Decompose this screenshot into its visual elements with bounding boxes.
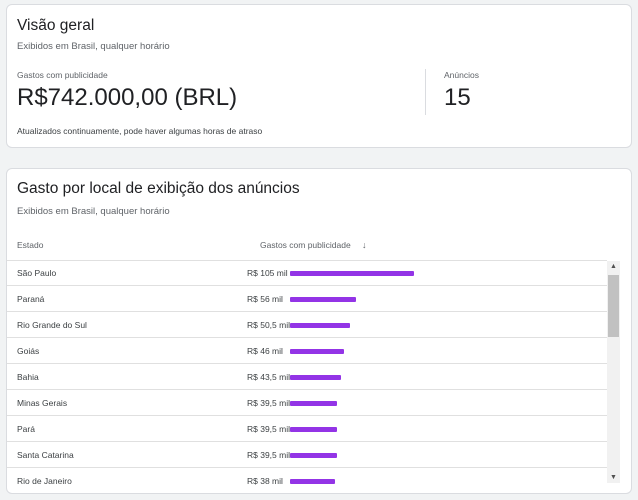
table-row: Paraná R$ 56 mil	[7, 286, 607, 312]
table-row: Goiás R$ 46 mil	[7, 338, 607, 364]
row-spend-bar	[290, 297, 356, 302]
row-spend-value: R$ 46 mil	[247, 346, 283, 356]
scrollbar-thumb[interactable]	[608, 275, 619, 337]
table-row: Minas Gerais R$ 39,5 mil	[7, 390, 607, 416]
row-state-name: Paraná	[17, 294, 45, 304]
metric-divider	[425, 69, 426, 115]
table-row: Rio Grande do Sul R$ 50,5 mil	[7, 312, 607, 338]
row-spend-value: R$ 39,5 mil	[247, 424, 290, 434]
placement-title: Gasto por local de exibição dos anúncios	[17, 180, 300, 197]
row-spend-bar	[290, 375, 341, 380]
row-state-name: Bahia	[17, 372, 39, 382]
row-spend-bar	[290, 349, 344, 354]
table-row: Santa Catarina R$ 39,5 mil	[7, 442, 607, 468]
row-spend-bar	[290, 453, 337, 458]
arrow-down-icon[interactable]: ↓	[362, 240, 367, 250]
row-state-name: Rio de Janeiro	[17, 476, 72, 486]
row-spend-value: R$ 43,5 mil	[247, 372, 290, 382]
scroll-up-icon[interactable]: ▲	[610, 263, 617, 270]
row-spend-value: R$ 39,5 mil	[247, 450, 290, 460]
overview-card: Visão geral Exibidos em Brasil, qualquer…	[6, 4, 632, 148]
row-spend-bar	[290, 271, 414, 276]
row-state-name: Minas Gerais	[17, 398, 68, 408]
row-spend-bar	[290, 479, 335, 484]
header-divider	[7, 260, 607, 261]
ads-count-value: 15	[444, 84, 471, 111]
row-state-name: Pará	[17, 424, 35, 434]
row-state-name: Santa Catarina	[17, 450, 74, 460]
placement-card: Gasto por local de exibição dos anúncios…	[6, 168, 632, 494]
table-row: Bahia R$ 43,5 mil	[7, 364, 607, 390]
ads-count-label: Anúncios	[444, 70, 479, 80]
row-state-name: São Paulo	[17, 268, 57, 278]
column-header-state[interactable]: Estado	[17, 240, 44, 250]
row-spend-bar	[290, 401, 337, 406]
placement-table-body: São Paulo R$ 105 mil Paraná R$ 56 mil Rio Gr…	[7, 260, 607, 493]
row-spend-value: R$ 56 mil	[247, 294, 283, 304]
ad-spend-label: Gastos com publicidade	[17, 70, 108, 80]
update-note: Atualizados continuamente, pode haver al…	[17, 126, 263, 136]
overview-subtitle: Exibidos em Brasil, qualquer horário	[17, 41, 170, 52]
table-scrollbar[interactable]: ▲ ▼	[607, 261, 620, 483]
row-spend-value: R$ 39,5 mil	[247, 398, 290, 408]
table-row: Pará R$ 39,5 mil	[7, 416, 607, 442]
overview-title: Visão geral	[17, 17, 95, 34]
row-state-name: Rio Grande do Sul	[17, 320, 87, 330]
row-spend-bar	[290, 427, 337, 432]
row-state-name: Goiás	[17, 346, 40, 356]
table-row: São Paulo R$ 105 mil	[7, 260, 607, 286]
ad-spend-value: R$742.000,00 (BRL)	[17, 84, 238, 111]
row-spend-value: R$ 50,5 mil	[247, 320, 290, 330]
column-header-spend[interactable]: Gastos com publicidade	[260, 240, 351, 250]
row-spend-value: R$ 105 mil	[247, 268, 288, 278]
row-spend-bar	[290, 323, 350, 328]
scroll-down-icon[interactable]: ▼	[610, 474, 617, 481]
row-spend-value: R$ 38 mil	[247, 476, 283, 486]
table-row: Rio de Janeiro R$ 38 mil	[7, 468, 607, 493]
placement-subtitle: Exibidos em Brasil, qualquer horário	[17, 206, 170, 217]
